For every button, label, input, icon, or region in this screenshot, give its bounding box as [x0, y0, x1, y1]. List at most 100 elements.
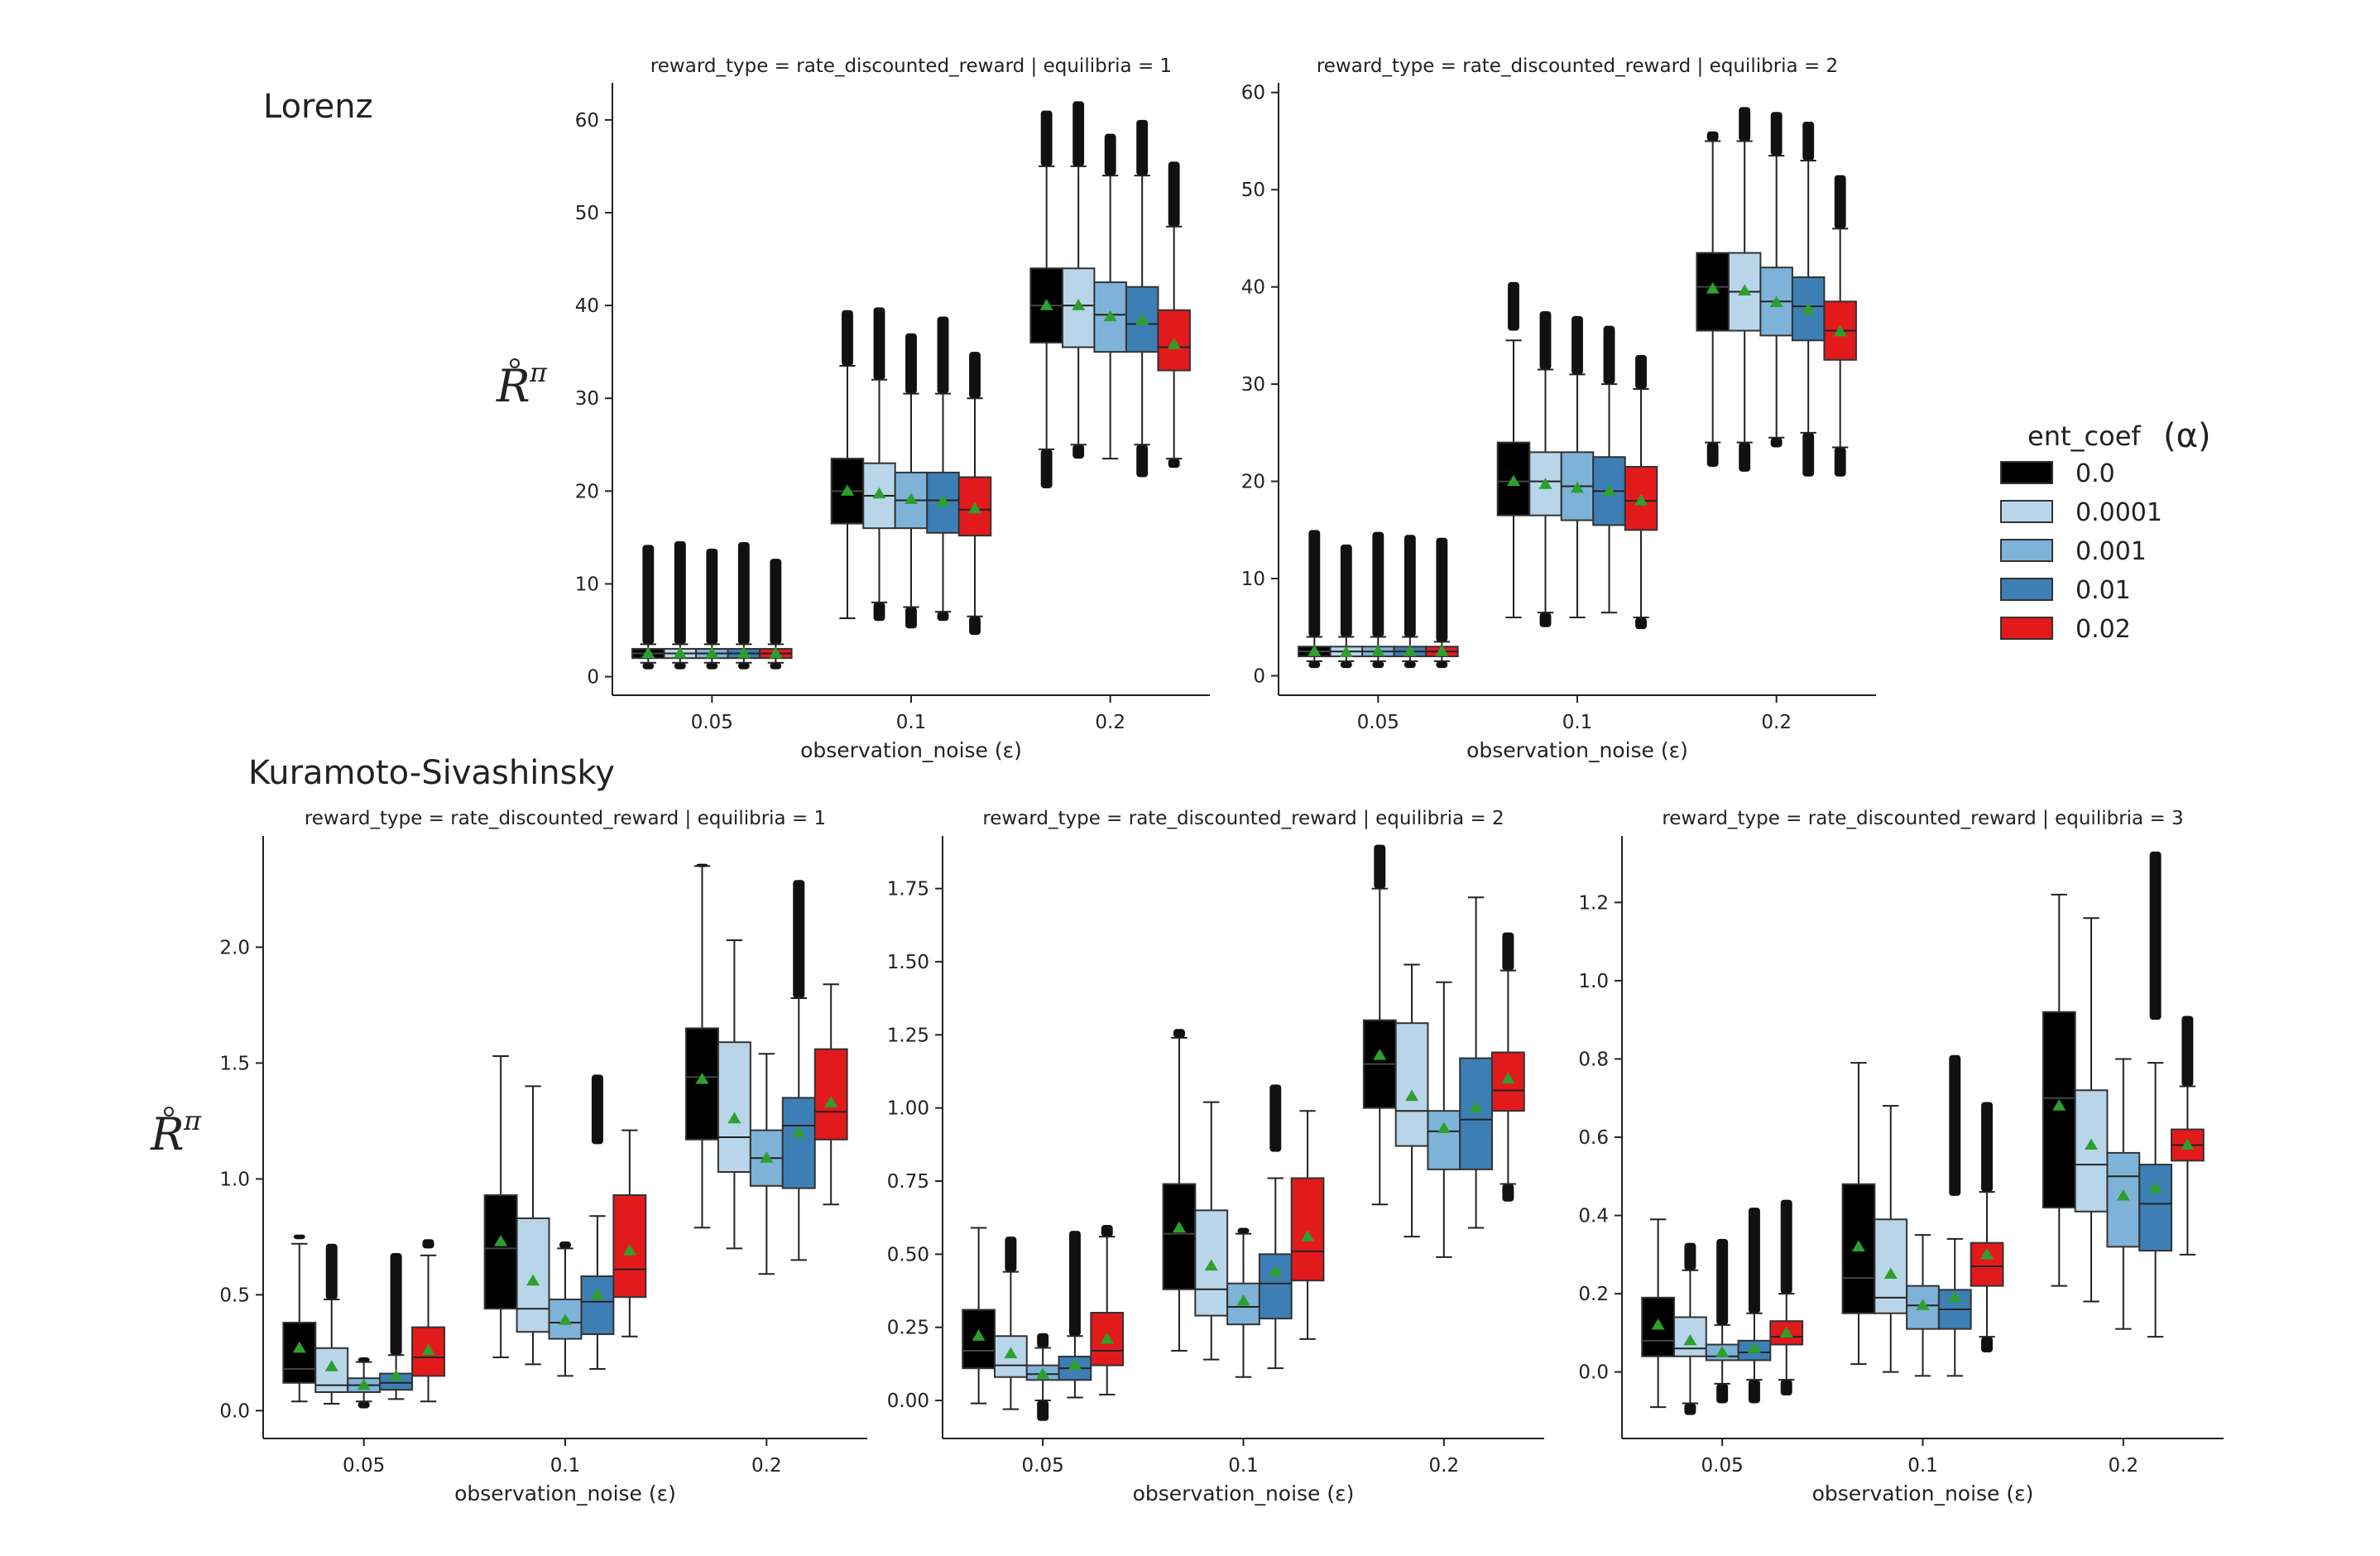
box	[1496, 281, 1531, 619]
outlier-band-high	[1072, 101, 1085, 166]
box	[1362, 844, 1397, 1206]
mean-marker	[1103, 310, 1117, 322]
mean-marker	[972, 1329, 986, 1341]
outlier-band-high	[1168, 161, 1180, 227]
legend-label: 0.02	[2075, 615, 2131, 644]
mean-marker	[1405, 1089, 1419, 1102]
y-tick-label: 1.2	[1578, 892, 1609, 914]
box	[1162, 1029, 1197, 1352]
mean-marker	[1004, 1347, 1018, 1359]
outlier-band-low	[1635, 617, 1647, 630]
outlier-band-high	[1684, 1242, 1696, 1270]
y-tick-label: 0	[1253, 666, 1265, 688]
y-tick-label: 1.00	[887, 1098, 929, 1120]
outlier-band-high	[1716, 1238, 1729, 1325]
x-tick-label: 0.1	[1562, 712, 1593, 733]
outlier-band-low	[873, 602, 885, 622]
outlier-band-high	[1981, 1102, 1994, 1193]
legend-label: 0.001	[2075, 537, 2147, 566]
outlier-band-high	[873, 307, 885, 380]
box	[1970, 1102, 2004, 1352]
mean-marker	[1501, 1072, 1515, 1083]
mean-marker	[1802, 302, 1816, 315]
mean-marker	[1308, 645, 1322, 656]
outlier-band-high	[357, 1357, 370, 1362]
box	[1025, 1333, 1060, 1421]
mean-marker	[1683, 1333, 1697, 1346]
box	[1157, 161, 1191, 468]
panel-title: reward_type = rate_discounted_reward | e…	[982, 808, 1504, 829]
x-axis-label: observation_noise (ε)	[454, 1482, 676, 1506]
outlier-band-high	[1739, 107, 1751, 142]
legend-swatch	[2000, 617, 2053, 640]
box	[631, 545, 665, 670]
box	[894, 333, 928, 629]
y-tick-label: 1.25	[887, 1025, 929, 1046]
mean-marker	[1437, 1121, 1451, 1133]
box-iqr	[1427, 1110, 1461, 1170]
outlier-band-high	[1949, 1054, 1961, 1196]
outlier-band-high	[706, 548, 718, 645]
legend-title-suffix: (α)	[2163, 417, 2211, 455]
mean-marker	[1715, 1346, 1730, 1357]
outlier-band-high	[591, 1074, 603, 1145]
y-tick-label: 50	[1241, 180, 1265, 201]
y-tick-label: 0.0	[1578, 1362, 1609, 1384]
mean-marker	[1980, 1247, 1994, 1260]
box	[1874, 1105, 1908, 1373]
outlier-band-low	[1372, 660, 1384, 669]
box-iqr	[548, 1299, 583, 1340]
box	[411, 1239, 446, 1403]
box	[1090, 1225, 1125, 1395]
mean-marker	[1403, 645, 1417, 656]
outlier-band-low	[1040, 449, 1053, 488]
outlier-band-low	[1502, 1184, 1514, 1202]
box-iqr	[1194, 1209, 1229, 1317]
mean-marker	[1769, 295, 1783, 308]
outlier-band-high	[422, 1239, 434, 1249]
box	[1298, 530, 1332, 669]
box	[1528, 311, 1562, 627]
outlier-band-high	[1706, 131, 1719, 142]
mean-marker	[1706, 282, 1720, 294]
mean-marker	[2148, 1181, 2162, 1193]
mean-marker	[1167, 338, 1181, 349]
outlier-band-low	[357, 1401, 370, 1409]
mean-marker	[2052, 1099, 2066, 1111]
y-tick-label: 2.0	[219, 937, 250, 958]
outlier-band-low	[1684, 1403, 1696, 1415]
box	[1727, 107, 1762, 472]
outlier-band-low	[1802, 432, 1815, 477]
mean-marker	[1068, 1358, 1082, 1371]
outlier-band-high	[390, 1253, 402, 1356]
outlier-band-high	[1571, 315, 1583, 375]
outlier-band-low	[674, 662, 686, 670]
x-tick-label: 0.2	[2109, 1455, 2139, 1477]
outlier-band-high	[1101, 1225, 1113, 1237]
box	[379, 1253, 414, 1400]
legend-swatch	[2000, 500, 2053, 523]
mean-marker	[727, 1112, 741, 1124]
box	[1361, 531, 1395, 669]
mean-marker	[1916, 1299, 1930, 1310]
outlier-band-high	[1068, 1231, 1081, 1337]
mean-marker	[2181, 1138, 2195, 1150]
box	[282, 1234, 317, 1403]
y-tick-label: 20	[575, 481, 599, 502]
y-tick-label: 50	[575, 203, 599, 224]
y-tick-label: 1.0	[1578, 971, 1609, 992]
mean-marker	[1435, 645, 1449, 656]
outlier-band-low	[1834, 447, 1846, 477]
outlier-band-high	[937, 316, 949, 394]
x-tick-label: 0.05	[691, 712, 733, 733]
mean-marker	[695, 1073, 709, 1084]
legend-swatch	[2000, 539, 2053, 562]
mean-marker	[1747, 1342, 1761, 1353]
box	[759, 559, 793, 670]
mean-marker	[840, 484, 854, 496]
outlier-band-high	[737, 542, 750, 645]
mean-marker	[1738, 284, 1752, 295]
outlier-band-high	[293, 1234, 305, 1240]
